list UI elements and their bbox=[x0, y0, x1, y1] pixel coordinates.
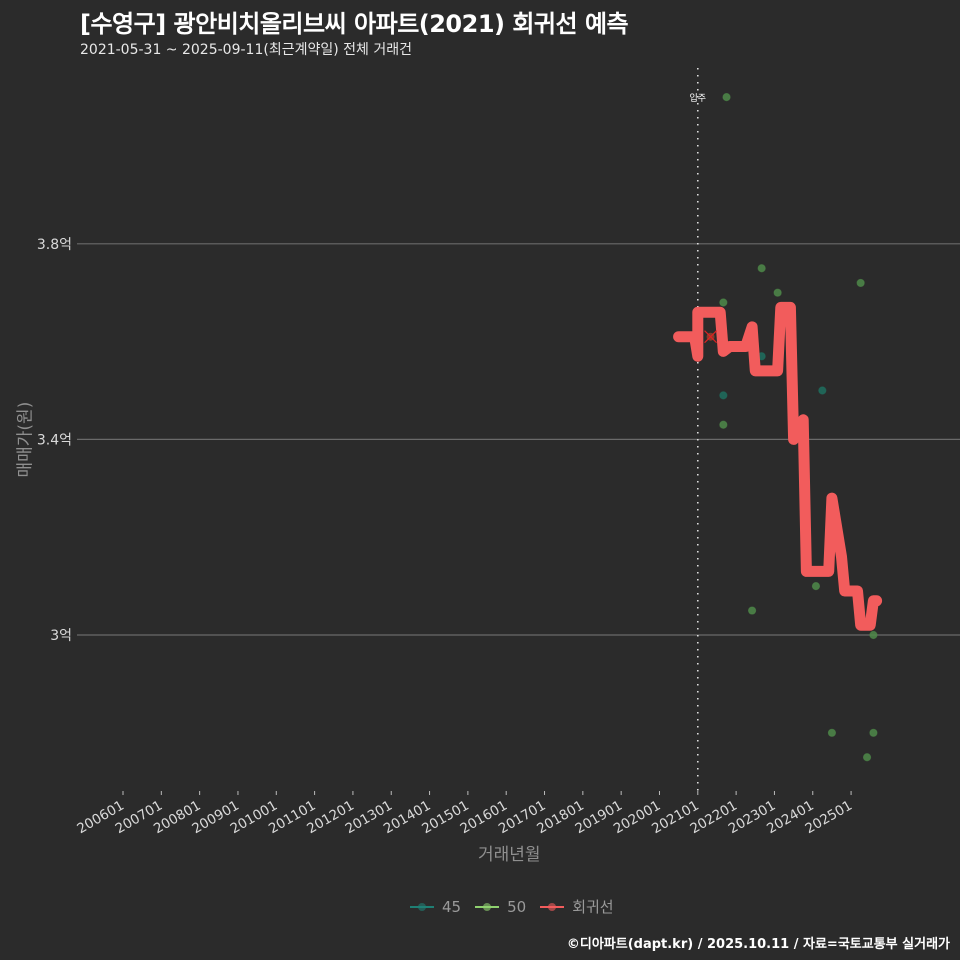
source-caption: ©디아파트(dapt.kr) / 2025.10.11 / 자료=국토교통부 실… bbox=[566, 937, 950, 952]
y-tick-label: 3.4억 bbox=[37, 432, 72, 448]
regression-path bbox=[673, 301, 883, 631]
legend-key-icon bbox=[410, 900, 434, 914]
data-point-45 bbox=[818, 386, 827, 395]
legend-item-2: 회귀선 bbox=[540, 896, 614, 917]
chart-subtitle: 2021-05-31 ~ 2025-09-11(최근계약일) 전체 거래건 bbox=[80, 42, 412, 58]
move-in-label: 입주 bbox=[690, 92, 707, 104]
scatter-points bbox=[719, 93, 878, 762]
regression-line bbox=[673, 301, 883, 631]
chart-title: [수영구] 광안비치올리브씨 아파트(2021) 회귀선 예측 bbox=[80, 10, 629, 38]
data-point-50 bbox=[757, 264, 766, 273]
data-point-50 bbox=[869, 728, 878, 737]
data-point-50 bbox=[869, 630, 878, 640]
regression-x-marker-icon bbox=[704, 330, 717, 344]
data-point-50 bbox=[747, 606, 757, 615]
x-axis-label: 거래년월 bbox=[478, 845, 541, 865]
vline-annotation: 입주 bbox=[690, 68, 707, 795]
data-point-50 bbox=[719, 420, 728, 429]
x-axis-ticks: 2006012007012008012009012010012011012012… bbox=[74, 791, 855, 837]
data-point-50 bbox=[722, 93, 731, 102]
legend-key-icon bbox=[540, 900, 565, 914]
data-point-45 bbox=[719, 391, 728, 400]
data-point-50 bbox=[827, 728, 837, 737]
legend-key-icon bbox=[475, 900, 500, 914]
data-point-50 bbox=[862, 753, 872, 762]
legend: 45 50 회귀선 bbox=[410, 896, 614, 917]
legend-label: 회귀선 bbox=[572, 898, 614, 916]
y-tick-label: 3.8억 bbox=[37, 237, 72, 253]
legend-label: 50 bbox=[507, 897, 527, 916]
legend-item-0: 45 bbox=[410, 898, 461, 916]
data-point-50 bbox=[719, 298, 728, 307]
data-point-50 bbox=[773, 288, 782, 297]
y-tick-label: 3억 bbox=[50, 628, 72, 644]
legend-item-1: 50 bbox=[475, 898, 526, 916]
legend-label: 45 bbox=[442, 897, 462, 916]
data-point-50 bbox=[856, 278, 865, 288]
y-gridlines: 3.8억 3.4억 3억 bbox=[37, 237, 960, 644]
data-point-50 bbox=[811, 582, 821, 591]
